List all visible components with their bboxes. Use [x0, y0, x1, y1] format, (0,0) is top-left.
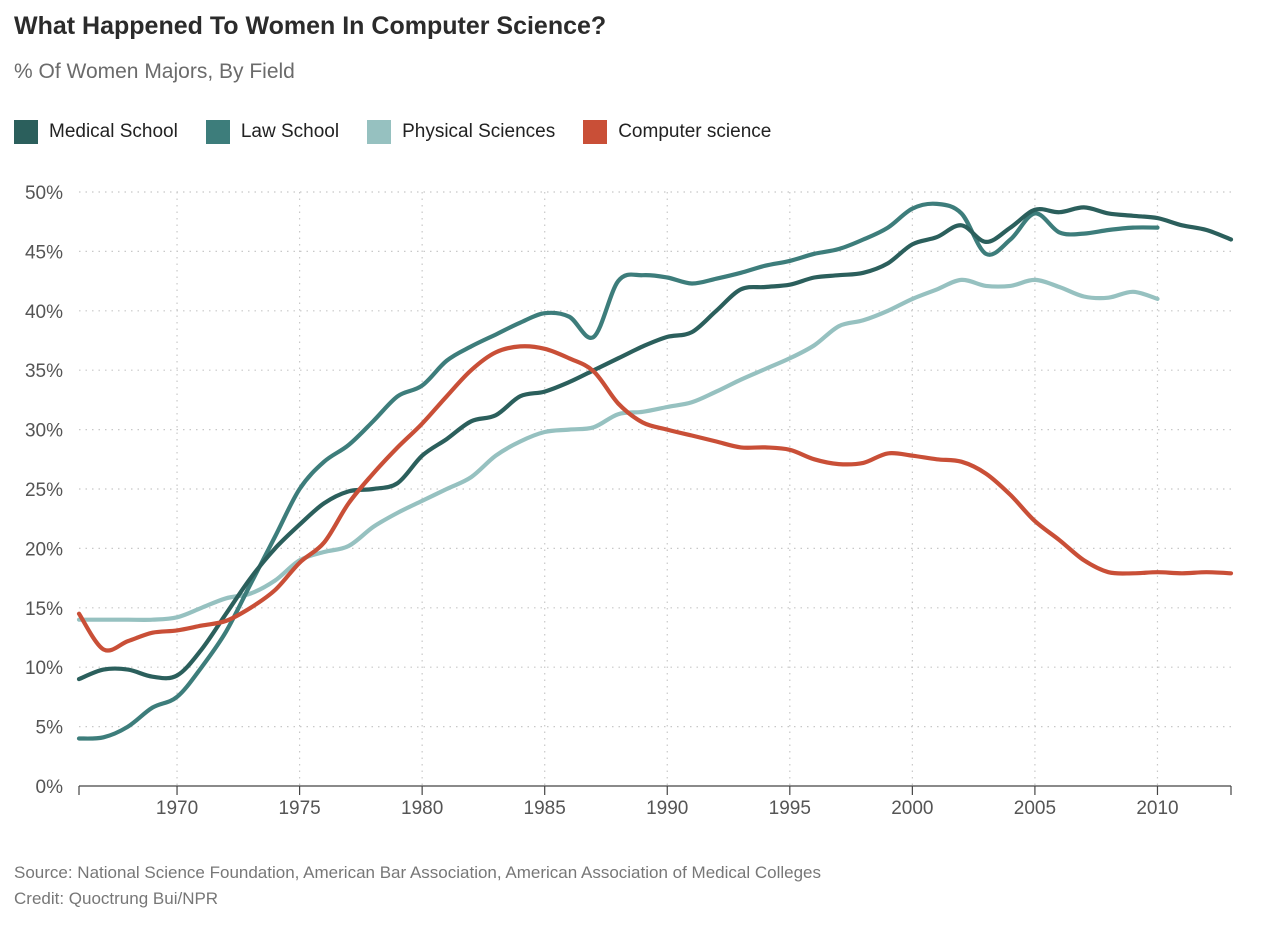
y-tick-label: 50%	[25, 183, 63, 204]
chart-title: What Happened To Women In Computer Scien…	[14, 12, 607, 40]
x-tick-label: 2000	[891, 798, 933, 819]
source-note: Source: National Science Foundation, Ame…	[14, 863, 821, 882]
y-tick-label: 25%	[25, 480, 63, 501]
legend-label-law-school: Law School	[240, 121, 340, 142]
x-tick-label: 1980	[401, 798, 443, 819]
axes: 0% 5% 10% 15% 20% 25% 30% 35% 40% 45% 50% 1970 1975 1…	[25, 183, 1232, 819]
y-tick-label: 30%	[25, 421, 63, 442]
legend-swatch-law-school	[205, 120, 230, 144]
y-tick-label: 45%	[25, 242, 63, 263]
y-tick-label: 35%	[25, 361, 63, 382]
legend-item-medical-school: Medical School	[14, 120, 178, 144]
series-line-computer-science	[76, 344, 1234, 653]
y-tick-label: 15%	[25, 599, 63, 620]
credit-note: Credit: Quoctrung Bui/NPR	[14, 889, 219, 908]
series-line-medical-school	[76, 205, 1234, 682]
legend-swatch-computer-science	[583, 120, 608, 144]
legend-label-computer-science: Computer science	[618, 121, 772, 142]
series-lines	[76, 201, 1234, 741]
x-tick-label: 1970	[156, 798, 198, 819]
legend-item-physical-sciences: Physical Sciences	[367, 120, 555, 144]
x-tick-label: 1995	[769, 798, 811, 819]
legend-label-physical-sciences: Physical Sciences	[402, 121, 556, 142]
legend-item-law-school: Law School	[205, 120, 340, 144]
legend: Medical School Law School Physical Scien…	[14, 120, 799, 144]
legend-swatch-medical-school	[14, 120, 38, 144]
legend-label-medical-school: Medical School	[49, 121, 178, 142]
y-tick-label: 5%	[36, 718, 64, 739]
x-tick-label: 2005	[1014, 798, 1056, 819]
y-tick-label: 0%	[36, 777, 64, 798]
y-tick-label: 20%	[25, 539, 63, 560]
x-tick-label: 1990	[646, 798, 688, 819]
x-tick-label: 1975	[278, 798, 320, 819]
series-line-law-school	[76, 201, 1160, 741]
x-tick-label: 2010	[1136, 798, 1178, 819]
legend-item-computer-science: Computer science	[583, 120, 771, 144]
y-tick-label: 10%	[25, 658, 63, 679]
gridlines	[79, 191, 1231, 786]
y-tick-label: 40%	[25, 302, 63, 323]
x-tick-label: 1985	[524, 798, 566, 819]
chart-subtitle: % Of Women Majors, By Field	[14, 60, 295, 83]
legend-swatch-physical-sciences	[367, 120, 392, 144]
series-line-physical-sciences	[76, 277, 1160, 622]
